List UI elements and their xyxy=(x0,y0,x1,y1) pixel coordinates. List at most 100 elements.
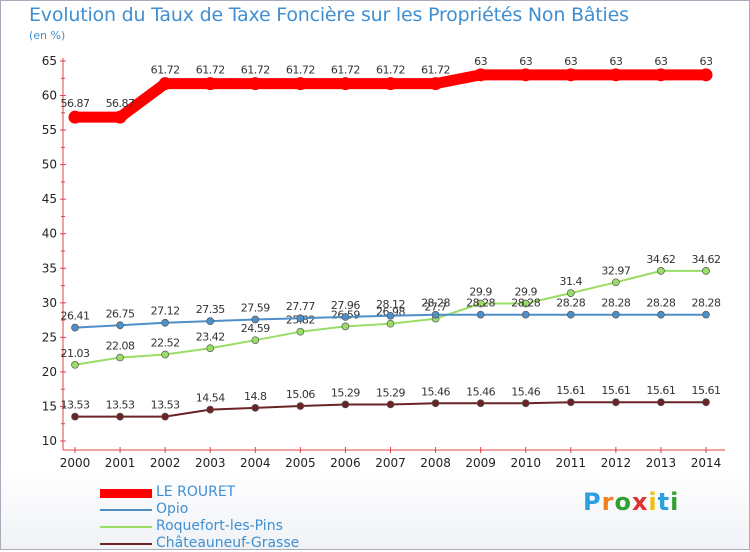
data-label: 61.72 xyxy=(241,64,270,77)
data-point xyxy=(206,344,215,353)
data-label: 56.87 xyxy=(61,97,90,110)
data-point xyxy=(161,412,169,421)
data-point xyxy=(341,400,350,409)
data-point xyxy=(161,350,169,359)
x-tick-label: 2011 xyxy=(556,456,587,470)
data-point xyxy=(612,398,620,407)
data-label: 22.08 xyxy=(106,340,135,353)
data-point xyxy=(206,405,215,414)
legend-label: Roquefort-les-Pins xyxy=(156,518,283,534)
y-tick-label: 30 xyxy=(42,296,57,310)
x-tick-label: 2007 xyxy=(375,456,406,470)
data-label: 15.46 xyxy=(421,385,450,398)
data-point xyxy=(657,398,665,407)
data-label: 63 xyxy=(474,55,487,68)
data-label: 63 xyxy=(609,55,622,68)
data-label: 13.53 xyxy=(151,399,180,412)
data-label: 56.87 xyxy=(106,97,135,110)
data-label: 13.53 xyxy=(61,399,90,412)
data-point xyxy=(71,323,79,332)
data-label: 27.7 xyxy=(424,301,447,314)
x-tick-label: 2002 xyxy=(150,456,181,470)
data-point xyxy=(341,313,350,321)
data-label: 15.61 xyxy=(601,384,630,397)
data-label: 15.06 xyxy=(286,388,315,401)
data-label: 15.61 xyxy=(646,384,675,397)
data-point xyxy=(521,310,530,319)
chart-title: Evolution du Taux de Taxe Foncière sur l… xyxy=(29,4,629,26)
data-label: 61.72 xyxy=(331,64,360,77)
data-label: 26.75 xyxy=(106,307,135,320)
data-label: 29.9 xyxy=(469,286,492,299)
logo-letter: r xyxy=(601,488,615,516)
data-label: 14.54 xyxy=(196,392,225,405)
data-point xyxy=(612,278,620,287)
legend-label: Opio xyxy=(156,501,189,517)
data-label: 27.96 xyxy=(331,299,360,312)
data-point xyxy=(248,77,262,91)
x-tick-label: 2004 xyxy=(240,456,271,470)
data-label: 28.28 xyxy=(692,297,721,310)
data-label: 15.61 xyxy=(556,384,585,397)
data-label: 63 xyxy=(700,55,713,68)
data-label: 61.72 xyxy=(151,64,180,77)
x-tick-label: 2012 xyxy=(601,456,632,470)
data-point xyxy=(116,353,124,362)
data-label: 63 xyxy=(519,55,532,68)
data-label: 15.46 xyxy=(466,385,495,398)
data-point xyxy=(702,310,710,319)
data-point xyxy=(566,310,575,319)
x-tick-label: 2001 xyxy=(105,456,136,470)
data-label: 34.62 xyxy=(646,253,675,266)
data-label: 31.4 xyxy=(560,275,583,288)
data-point xyxy=(476,399,485,408)
data-label: 34.62 xyxy=(692,253,721,266)
logo-letter: o xyxy=(614,488,632,516)
data-point xyxy=(431,399,440,408)
y-tick-label: 35 xyxy=(42,261,57,275)
data-label: 15.29 xyxy=(331,386,360,399)
x-tick-label: 2008 xyxy=(420,456,451,470)
data-point xyxy=(612,310,620,319)
data-point xyxy=(113,110,127,124)
logo-letter: P xyxy=(583,488,602,516)
x-tick-label: 2003 xyxy=(195,456,226,470)
logo-letter: i xyxy=(648,488,658,516)
data-point xyxy=(68,110,82,124)
y-tick-label: 45 xyxy=(42,192,57,206)
x-tick-label: 2014 xyxy=(691,456,722,470)
data-point xyxy=(474,68,488,82)
data-label: 22.52 xyxy=(151,336,180,349)
y-tick-label: 55 xyxy=(42,123,57,137)
data-point xyxy=(161,318,169,327)
data-point xyxy=(296,327,305,336)
data-label: 15.29 xyxy=(376,386,405,399)
data-label: 61.72 xyxy=(421,64,450,77)
data-label: 28.28 xyxy=(466,297,495,310)
data-label: 28.28 xyxy=(601,297,630,310)
data-point xyxy=(521,399,530,408)
data-point xyxy=(476,310,485,319)
data-point xyxy=(609,68,623,82)
data-point xyxy=(71,412,79,421)
data-point xyxy=(519,68,533,82)
data-point xyxy=(476,299,485,308)
data-label: 23.42 xyxy=(196,330,225,343)
y-tick-label: 25 xyxy=(42,330,57,344)
legend-label: LE ROURET xyxy=(156,484,236,500)
data-point xyxy=(203,77,217,91)
data-label: 63 xyxy=(564,55,577,68)
data-label: 27.77 xyxy=(286,300,315,313)
data-point xyxy=(566,398,575,407)
data-label: 26.41 xyxy=(61,310,90,323)
data-point xyxy=(386,311,395,320)
data-label: 27.12 xyxy=(151,305,180,318)
x-tick-label: 2009 xyxy=(465,456,496,470)
data-point xyxy=(702,267,710,275)
y-tick-label: 20 xyxy=(42,365,57,379)
data-point xyxy=(341,322,350,331)
data-point xyxy=(386,319,395,328)
data-point xyxy=(521,299,530,308)
data-label: 27.59 xyxy=(241,301,270,314)
